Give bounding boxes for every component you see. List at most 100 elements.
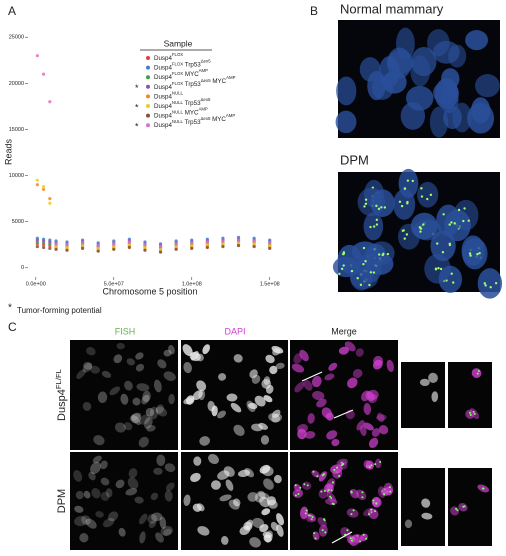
nucleus bbox=[127, 477, 139, 490]
fish-spot bbox=[437, 266, 440, 270]
nucleus bbox=[271, 345, 284, 354]
nucleus bbox=[311, 375, 322, 388]
fish-spot bbox=[483, 282, 486, 285]
nucleus bbox=[273, 474, 282, 484]
legend-label: Dusp4NULL Trp53Δex5 bbox=[154, 97, 211, 110]
fish-spot bbox=[467, 219, 470, 222]
fish-spot bbox=[375, 204, 378, 208]
fish-spot bbox=[322, 473, 325, 476]
fish-spot bbox=[340, 461, 343, 464]
nucleus bbox=[211, 480, 221, 490]
nucleus bbox=[125, 488, 138, 496]
legend-star: * bbox=[135, 122, 139, 132]
fish-spot bbox=[450, 221, 453, 224]
nucleus bbox=[163, 528, 172, 537]
fish-spot bbox=[374, 463, 377, 466]
point bbox=[236, 241, 241, 245]
point bbox=[236, 238, 241, 242]
nucleus bbox=[421, 498, 431, 508]
fish-spot bbox=[418, 226, 422, 229]
fish-spot bbox=[329, 495, 332, 498]
point bbox=[127, 240, 131, 244]
nucleus bbox=[324, 373, 335, 381]
fish-spot bbox=[476, 372, 479, 375]
nucleus bbox=[76, 369, 86, 379]
column-header: FISH bbox=[115, 326, 136, 336]
nucleus bbox=[246, 400, 256, 412]
fish-spot bbox=[320, 490, 323, 493]
point bbox=[80, 246, 85, 251]
fish-spot bbox=[365, 537, 368, 540]
nucleus bbox=[82, 362, 93, 373]
nucleus bbox=[368, 241, 395, 265]
point bbox=[48, 240, 52, 244]
fish-spot bbox=[342, 251, 346, 254]
nucleus bbox=[430, 230, 456, 262]
nucleus bbox=[202, 344, 210, 355]
point bbox=[112, 242, 116, 246]
fish-spot bbox=[364, 202, 368, 206]
nucleus bbox=[164, 463, 176, 473]
fish-spot bbox=[350, 513, 353, 516]
nucleus bbox=[142, 390, 151, 403]
fish-spot bbox=[476, 252, 479, 256]
fish-spot bbox=[462, 219, 465, 223]
fish-spot bbox=[406, 202, 409, 205]
nucleus bbox=[410, 55, 431, 87]
nucleus bbox=[219, 494, 232, 502]
fish-spot bbox=[434, 267, 438, 270]
micrograph bbox=[70, 452, 178, 550]
nucleus bbox=[475, 74, 500, 98]
point bbox=[174, 242, 178, 246]
nucleus bbox=[304, 431, 316, 439]
nucleus bbox=[267, 499, 278, 509]
point bbox=[252, 242, 256, 246]
nucleus bbox=[105, 488, 113, 498]
arrow bbox=[333, 409, 354, 419]
nucleus bbox=[355, 489, 367, 501]
legend-title: Sample bbox=[164, 38, 193, 48]
fish-spot bbox=[305, 509, 308, 512]
nucleus bbox=[79, 533, 89, 543]
nucleus bbox=[221, 536, 229, 545]
fish-spot bbox=[364, 198, 368, 201]
nucleus bbox=[318, 471, 327, 482]
point bbox=[190, 246, 194, 251]
fish-spot bbox=[398, 200, 402, 203]
point bbox=[143, 245, 147, 250]
point bbox=[221, 239, 225, 243]
nucleus bbox=[417, 181, 439, 208]
point bbox=[48, 197, 52, 201]
nucleus bbox=[293, 353, 303, 364]
nucleus bbox=[168, 393, 175, 405]
nucleus bbox=[371, 428, 381, 437]
fish-spot bbox=[374, 510, 377, 513]
nucleus bbox=[275, 362, 285, 369]
point bbox=[41, 239, 46, 243]
nucleus bbox=[332, 256, 360, 278]
nucleus bbox=[404, 519, 413, 529]
arrow bbox=[301, 371, 323, 382]
nucleus bbox=[249, 537, 261, 548]
legend-marker bbox=[146, 104, 150, 108]
fish-spot bbox=[327, 488, 330, 491]
nucleus bbox=[263, 376, 271, 386]
point bbox=[54, 244, 58, 249]
nucleus bbox=[123, 422, 133, 431]
fish-spot bbox=[350, 539, 353, 542]
fish-spot bbox=[313, 532, 316, 535]
nucleus bbox=[352, 368, 363, 379]
fish-spot bbox=[420, 195, 424, 198]
fish-spot bbox=[349, 537, 352, 540]
nucleus bbox=[386, 359, 394, 372]
nucleus bbox=[126, 358, 135, 366]
fish-spot bbox=[333, 468, 336, 471]
legend-label: Dusp4FLOX Trp53Δex5 MYCAMP bbox=[154, 75, 236, 91]
fish-spot bbox=[309, 514, 312, 517]
point bbox=[54, 247, 58, 251]
nucleus bbox=[131, 415, 141, 426]
nucleus bbox=[230, 402, 242, 413]
nucleus bbox=[303, 379, 313, 391]
nucleus bbox=[165, 482, 175, 492]
fish-spot bbox=[478, 252, 481, 255]
